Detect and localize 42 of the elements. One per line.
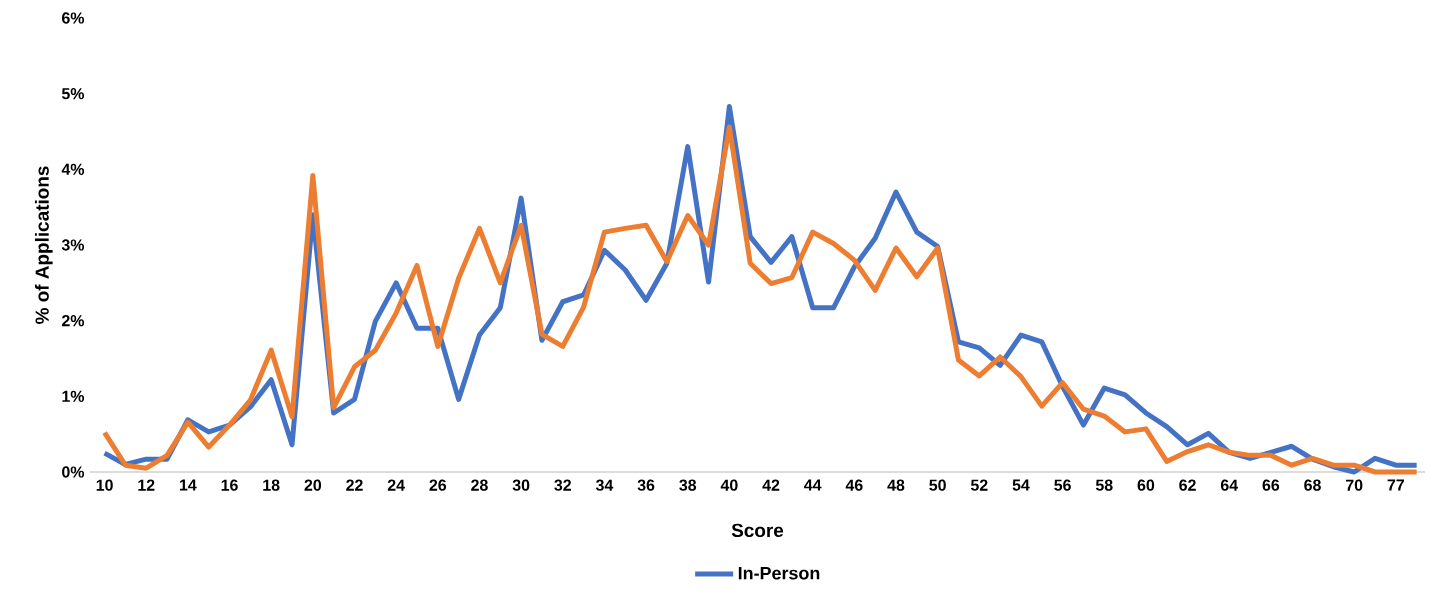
x-tick-label: 18	[263, 479, 280, 491]
x-tick-label: 38	[679, 479, 697, 491]
x-tick-label: 34	[595, 479, 614, 491]
x-tick-label: 77	[1387, 479, 1404, 491]
x-tick-label: 26	[429, 479, 447, 491]
x-tick-label: 58	[1095, 479, 1113, 491]
x-tick-label: 60	[1137, 479, 1155, 491]
y-tick-label: 5%	[61, 88, 85, 100]
x-tick-label: 64	[1220, 479, 1238, 491]
x-tick-label: 68	[1304, 479, 1321, 491]
legend-label: In-Person	[738, 566, 820, 580]
x-tick-label: 56	[1054, 479, 1071, 491]
y-axis-title: % of Applications	[34, 166, 53, 324]
x-tick-label: 62	[1179, 479, 1196, 491]
x-tick-label: 40	[720, 479, 738, 491]
x-axis-title: Score	[731, 523, 784, 538]
x-tick-label: 22	[346, 479, 363, 491]
x-tick-label: 48	[887, 479, 905, 491]
y-tick-label: 0%	[62, 466, 85, 478]
y-tick-label: 6%	[62, 12, 85, 24]
y-tick-label: 1%	[62, 390, 85, 402]
x-tick-label: 28	[471, 479, 488, 491]
x-tick-label: 54	[1012, 479, 1030, 491]
y-tick-label: 2%	[61, 315, 85, 327]
x-tick-label: 50	[929, 479, 946, 491]
x-tick-label: 32	[554, 479, 571, 491]
x-tick-label: 12	[138, 479, 155, 491]
x-tick-label: 66	[1262, 479, 1280, 491]
x-tick-label: 52	[970, 479, 988, 491]
x-tick-label: 14	[180, 479, 197, 491]
x-tick-label: 20	[304, 479, 322, 491]
x-tick-label: 16	[221, 479, 238, 491]
x-tick-label: 42	[762, 479, 780, 491]
x-tick-label: 44	[804, 479, 822, 491]
y-tick-label: 3%	[61, 239, 85, 251]
x-tick-label: 46	[845, 479, 863, 491]
x-tick-label: 10	[96, 479, 113, 491]
x-tick-label: 36	[637, 479, 655, 491]
x-tick-label: 24	[387, 479, 405, 491]
y-tick-label: 4%	[61, 163, 85, 175]
x-tick-label: 70	[1346, 479, 1363, 491]
x-tick-label: 30	[512, 479, 530, 491]
